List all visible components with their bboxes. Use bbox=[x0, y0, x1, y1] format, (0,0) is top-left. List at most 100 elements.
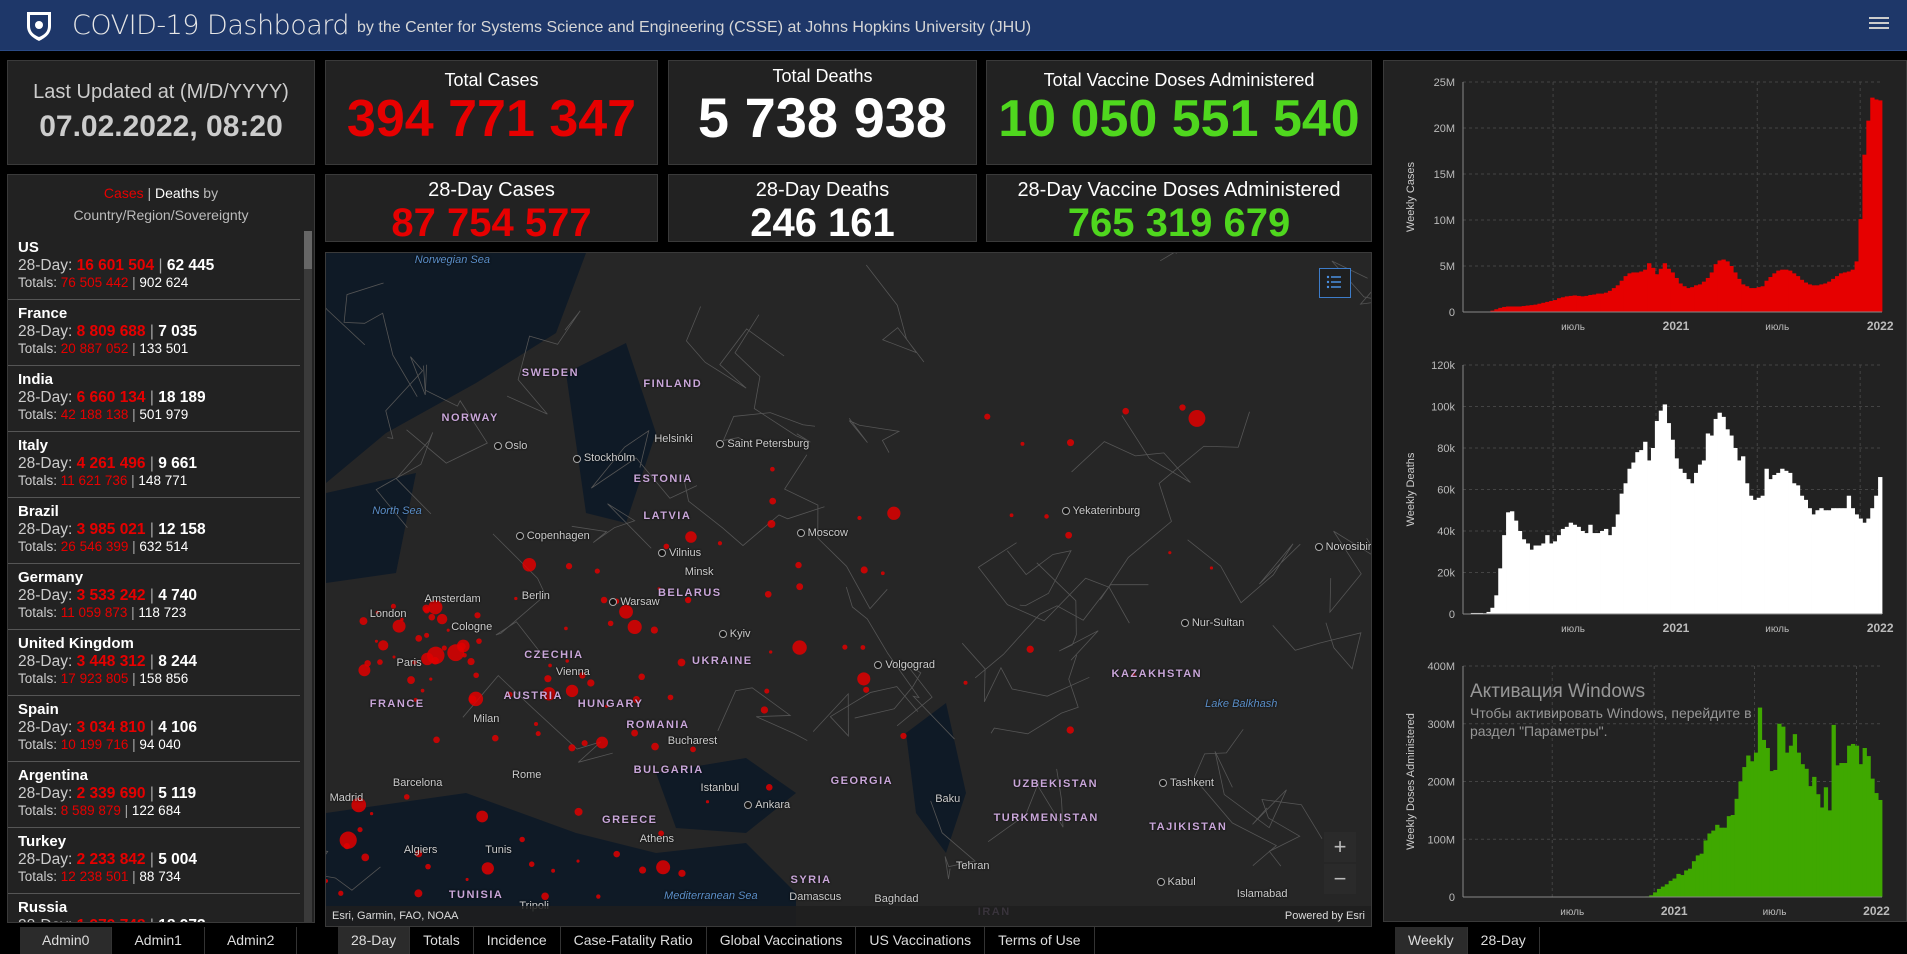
chart-bar[interactable] bbox=[1858, 219, 1863, 312]
tab-case-fatality-ratio[interactable]: Case-Fatality Ratio bbox=[560, 927, 707, 954]
chart-bar[interactable] bbox=[1541, 302, 1546, 312]
chart-bar[interactable] bbox=[1846, 271, 1852, 312]
chart-bar[interactable] bbox=[1506, 306, 1511, 312]
chart-bar[interactable] bbox=[1588, 294, 1593, 312]
chart-bar[interactable] bbox=[1694, 285, 1699, 312]
case-dot[interactable] bbox=[522, 557, 537, 572]
chart-bar[interactable] bbox=[1717, 412, 1722, 614]
chart-bar[interactable] bbox=[1838, 508, 1844, 614]
case-dot[interactable] bbox=[1168, 551, 1172, 555]
chart-bar[interactable] bbox=[1627, 273, 1632, 312]
chart-bar[interactable] bbox=[1842, 272, 1848, 312]
chart-bar[interactable] bbox=[1509, 511, 1515, 614]
case-dot[interactable] bbox=[544, 675, 552, 683]
chart-bar[interactable] bbox=[1772, 474, 1777, 614]
case-dot[interactable] bbox=[446, 628, 450, 632]
chart-bar[interactable] bbox=[1854, 514, 1859, 614]
case-dot[interactable] bbox=[359, 617, 368, 626]
case-dot[interactable] bbox=[400, 617, 404, 622]
chart-bar[interactable] bbox=[1748, 495, 1754, 614]
chart-bar[interactable] bbox=[1760, 286, 1765, 312]
chart-bar[interactable] bbox=[1639, 271, 1644, 312]
country-list-item[interactable]: Germany 28-Day: 3 533 242 | 4 740 Totals:… bbox=[8, 564, 300, 630]
chart-bar[interactable] bbox=[1588, 524, 1593, 614]
case-dot[interactable] bbox=[764, 688, 770, 694]
tab-28-day[interactable]: 28-Day bbox=[1467, 927, 1540, 954]
case-dot[interactable] bbox=[369, 811, 374, 816]
chart-bar[interactable] bbox=[1580, 296, 1585, 312]
case-dot[interactable] bbox=[596, 894, 601, 899]
chart-bar[interactable] bbox=[1502, 535, 1507, 614]
chart-bar[interactable] bbox=[1838, 273, 1844, 312]
case-dot[interactable] bbox=[587, 679, 595, 687]
chart-bar[interactable] bbox=[1737, 278, 1742, 312]
chart-bar[interactable] bbox=[1584, 295, 1589, 312]
chart-bar[interactable] bbox=[1878, 799, 1883, 897]
case-dot[interactable] bbox=[465, 877, 469, 881]
case-dot[interactable] bbox=[1020, 441, 1025, 446]
chart-bar[interactable] bbox=[1517, 531, 1523, 614]
case-dot[interactable] bbox=[392, 619, 406, 633]
chart-bar[interactable] bbox=[1635, 452, 1640, 614]
chart-bar[interactable] bbox=[1494, 309, 1499, 312]
case-dot[interactable] bbox=[374, 639, 378, 643]
chart-bar[interactable] bbox=[1600, 531, 1605, 614]
case-dot[interactable] bbox=[377, 659, 383, 665]
case-dot[interactable] bbox=[769, 650, 773, 654]
chart-bar[interactable] bbox=[1615, 285, 1621, 312]
case-dot[interactable] bbox=[565, 659, 569, 663]
case-dot[interactable] bbox=[613, 850, 620, 858]
case-dot[interactable] bbox=[1131, 672, 1136, 677]
chart-bar[interactable] bbox=[1776, 270, 1781, 312]
chart-bar[interactable] bbox=[1490, 310, 1495, 312]
chart-bar[interactable] bbox=[1835, 276, 1840, 312]
map-canvas[interactable] bbox=[326, 253, 1372, 927]
chart-bar[interactable] bbox=[1670, 439, 1675, 614]
chart-bar[interactable] bbox=[1686, 479, 1691, 614]
case-dot[interactable] bbox=[429, 677, 433, 681]
chart-bar[interactable] bbox=[1580, 531, 1585, 614]
case-dot[interactable] bbox=[658, 830, 665, 837]
chart-bar[interactable] bbox=[1533, 304, 1538, 312]
chart-bar[interactable] bbox=[1866, 518, 1871, 614]
case-dot[interactable] bbox=[426, 646, 445, 665]
case-dot[interactable] bbox=[638, 673, 645, 681]
chart-bar[interactable] bbox=[1721, 259, 1726, 312]
case-dot[interactable] bbox=[860, 645, 866, 650]
case-dot[interactable] bbox=[1122, 407, 1129, 415]
chart-bar[interactable] bbox=[1649, 895, 1654, 897]
chart-bar[interactable] bbox=[1525, 543, 1530, 614]
chart-bar[interactable] bbox=[1842, 508, 1848, 614]
chart-bar[interactable] bbox=[1776, 472, 1781, 614]
chart-bar[interactable] bbox=[1703, 840, 1708, 897]
powered-by-esri[interactable]: Powered by Esri bbox=[1284, 910, 1365, 922]
case-dot[interactable] bbox=[339, 831, 357, 849]
case-dot[interactable] bbox=[338, 890, 344, 896]
case-dot[interactable] bbox=[667, 694, 674, 701]
chart-bar[interactable] bbox=[1658, 410, 1664, 614]
case-dot[interactable] bbox=[900, 732, 907, 740]
case-dot[interactable] bbox=[574, 807, 583, 816]
tab-us-vaccinations[interactable]: US Vaccinations bbox=[856, 927, 986, 954]
chart-bar[interactable] bbox=[1756, 287, 1762, 312]
case-dot[interactable] bbox=[564, 626, 568, 631]
chart-bar[interactable] bbox=[1603, 528, 1609, 614]
tab-admin2[interactable]: Admin2 bbox=[204, 927, 298, 954]
case-dot[interactable] bbox=[769, 497, 777, 505]
case-dot[interactable] bbox=[428, 613, 436, 621]
chart-bar[interactable] bbox=[1560, 297, 1566, 312]
case-dot[interactable] bbox=[880, 571, 885, 576]
chart-bar[interactable] bbox=[1615, 514, 1621, 614]
chart-bar[interactable] bbox=[1701, 460, 1707, 614]
case-dot[interactable] bbox=[428, 600, 443, 615]
chart-bar[interactable] bbox=[1521, 306, 1527, 312]
chart-bar[interactable] bbox=[1843, 763, 1848, 897]
case-dot[interactable] bbox=[326, 878, 329, 883]
chart-bar[interactable] bbox=[1784, 269, 1789, 312]
chart-bar[interactable] bbox=[1623, 276, 1628, 312]
chart-bar[interactable] bbox=[1764, 280, 1769, 312]
title-deaths[interactable]: Deaths bbox=[155, 185, 200, 201]
case-dot[interactable] bbox=[467, 657, 475, 666]
chart-bar[interactable] bbox=[1676, 873, 1681, 897]
case-dot[interactable] bbox=[632, 696, 641, 704]
